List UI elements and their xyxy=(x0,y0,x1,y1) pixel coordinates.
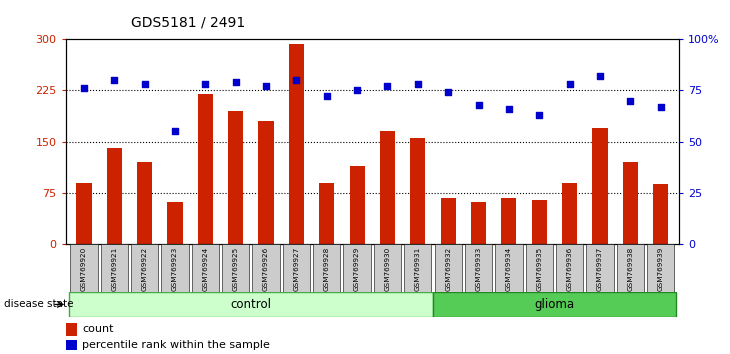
Point xyxy=(78,85,90,91)
Text: control: control xyxy=(231,298,272,311)
Text: GSM769927: GSM769927 xyxy=(293,247,299,291)
Bar xyxy=(198,94,213,244)
Point xyxy=(260,83,272,89)
FancyBboxPatch shape xyxy=(70,244,98,292)
Point xyxy=(291,77,302,83)
FancyBboxPatch shape xyxy=(374,244,402,292)
Text: glioma: glioma xyxy=(534,298,575,311)
Text: GSM769924: GSM769924 xyxy=(202,247,208,291)
Bar xyxy=(258,121,274,244)
FancyBboxPatch shape xyxy=(465,244,492,292)
FancyBboxPatch shape xyxy=(433,292,676,317)
Text: count: count xyxy=(82,324,114,334)
Bar xyxy=(623,162,638,244)
Bar xyxy=(228,111,243,244)
Bar xyxy=(471,202,486,244)
Text: GSM769928: GSM769928 xyxy=(324,247,330,291)
Point xyxy=(534,112,545,118)
Point xyxy=(594,73,606,79)
Bar xyxy=(502,198,517,244)
Text: disease state: disease state xyxy=(4,299,73,309)
FancyBboxPatch shape xyxy=(647,244,675,292)
Point xyxy=(230,79,242,85)
Bar xyxy=(350,166,365,244)
Text: GSM769929: GSM769929 xyxy=(354,247,360,291)
FancyBboxPatch shape xyxy=(526,244,553,292)
Text: GSM769926: GSM769926 xyxy=(263,247,269,291)
FancyBboxPatch shape xyxy=(222,244,250,292)
FancyBboxPatch shape xyxy=(283,244,310,292)
Point xyxy=(169,129,181,134)
Point xyxy=(199,81,211,87)
Text: percentile rank within the sample: percentile rank within the sample xyxy=(82,340,270,350)
FancyBboxPatch shape xyxy=(253,244,280,292)
FancyBboxPatch shape xyxy=(404,244,431,292)
Bar xyxy=(592,128,607,244)
Text: GSM769921: GSM769921 xyxy=(111,247,118,291)
Point xyxy=(109,77,120,83)
Text: GSM769920: GSM769920 xyxy=(81,247,87,291)
FancyBboxPatch shape xyxy=(617,244,644,292)
Bar xyxy=(410,138,426,244)
Bar xyxy=(77,183,91,244)
Point xyxy=(473,102,485,108)
Point xyxy=(321,93,333,99)
Bar xyxy=(289,44,304,244)
Point xyxy=(564,81,575,87)
FancyBboxPatch shape xyxy=(161,244,188,292)
Bar xyxy=(562,183,577,244)
Point xyxy=(655,104,666,109)
FancyBboxPatch shape xyxy=(434,244,462,292)
FancyBboxPatch shape xyxy=(131,244,158,292)
Text: GSM769935: GSM769935 xyxy=(537,247,542,291)
Point xyxy=(412,81,423,87)
Point xyxy=(382,83,393,89)
Bar xyxy=(653,184,668,244)
Bar xyxy=(137,162,153,244)
Text: GSM769923: GSM769923 xyxy=(172,247,178,291)
Text: GSM769934: GSM769934 xyxy=(506,247,512,291)
Point xyxy=(139,81,150,87)
Text: GSM769936: GSM769936 xyxy=(566,247,572,291)
Text: GDS5181 / 2491: GDS5181 / 2491 xyxy=(131,16,246,30)
Bar xyxy=(531,200,547,244)
Text: GSM769932: GSM769932 xyxy=(445,247,451,291)
Bar xyxy=(66,340,77,350)
Bar xyxy=(107,148,122,244)
Point xyxy=(442,90,454,95)
Bar xyxy=(319,183,334,244)
Bar xyxy=(167,202,182,244)
Point xyxy=(624,98,636,103)
Text: GSM769938: GSM769938 xyxy=(627,247,634,291)
FancyBboxPatch shape xyxy=(192,244,219,292)
Text: GSM769933: GSM769933 xyxy=(475,247,482,291)
Bar xyxy=(66,323,77,336)
Text: GSM769925: GSM769925 xyxy=(233,247,239,291)
Bar xyxy=(441,198,456,244)
Bar xyxy=(380,131,395,244)
Text: GSM769931: GSM769931 xyxy=(415,247,420,291)
Text: GSM769939: GSM769939 xyxy=(658,247,664,291)
FancyBboxPatch shape xyxy=(556,244,583,292)
Text: GSM769922: GSM769922 xyxy=(142,247,147,291)
Text: GSM769937: GSM769937 xyxy=(597,247,603,291)
Text: GSM769930: GSM769930 xyxy=(385,247,391,291)
FancyBboxPatch shape xyxy=(101,244,128,292)
FancyBboxPatch shape xyxy=(586,244,614,292)
FancyBboxPatch shape xyxy=(313,244,340,292)
FancyBboxPatch shape xyxy=(343,244,371,292)
Point xyxy=(351,87,363,93)
FancyBboxPatch shape xyxy=(69,292,433,317)
FancyBboxPatch shape xyxy=(495,244,523,292)
Point xyxy=(503,106,515,112)
